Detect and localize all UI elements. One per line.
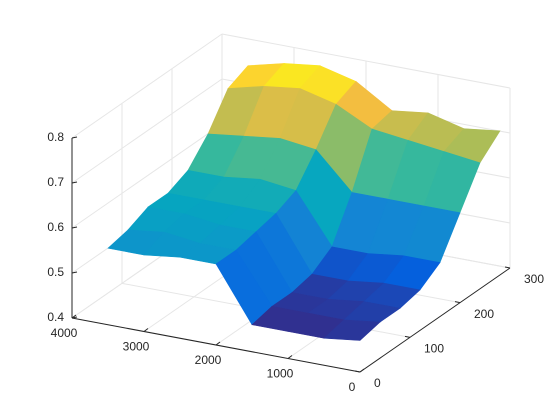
z-tick — [71, 271, 78, 274]
x-tick — [143, 328, 149, 332]
z-tick-label: 0.6 — [47, 220, 64, 234]
y-tick — [454, 301, 461, 304]
x-tick-label: 4000 — [51, 326, 78, 340]
x-tick — [71, 314, 77, 319]
surface-patch — [323, 319, 381, 341]
grid-line — [71, 123, 223, 229]
x-tick-label: 3000 — [123, 340, 150, 354]
grid-line — [71, 78, 223, 184]
z-tick — [71, 136, 78, 139]
y-tick-label: 0 — [374, 376, 381, 390]
z-tick-label: 0.4 — [47, 310, 64, 324]
z-tick-label: 0.7 — [47, 175, 64, 189]
x-tick — [287, 355, 293, 359]
z-tick-label: 0.8 — [47, 130, 64, 144]
x-tick — [359, 368, 365, 373]
y-tick — [504, 266, 511, 269]
y-tick — [354, 370, 361, 373]
z-tick — [71, 226, 78, 229]
y-tick-label: 300 — [524, 272, 544, 286]
z-tick-label: 0.5 — [47, 265, 64, 279]
x-tick-label: 1000 — [267, 367, 294, 381]
y-tick-label: 200 — [474, 307, 494, 321]
y-tick-label: 100 — [424, 342, 444, 356]
y-tick — [404, 335, 411, 338]
z-tick — [71, 181, 78, 184]
y-axis — [359, 267, 511, 373]
x-tick-label: 2000 — [195, 353, 222, 367]
x-tick — [215, 341, 221, 346]
grid-line — [71, 33, 223, 139]
x-tick-label: 0 — [349, 380, 356, 394]
